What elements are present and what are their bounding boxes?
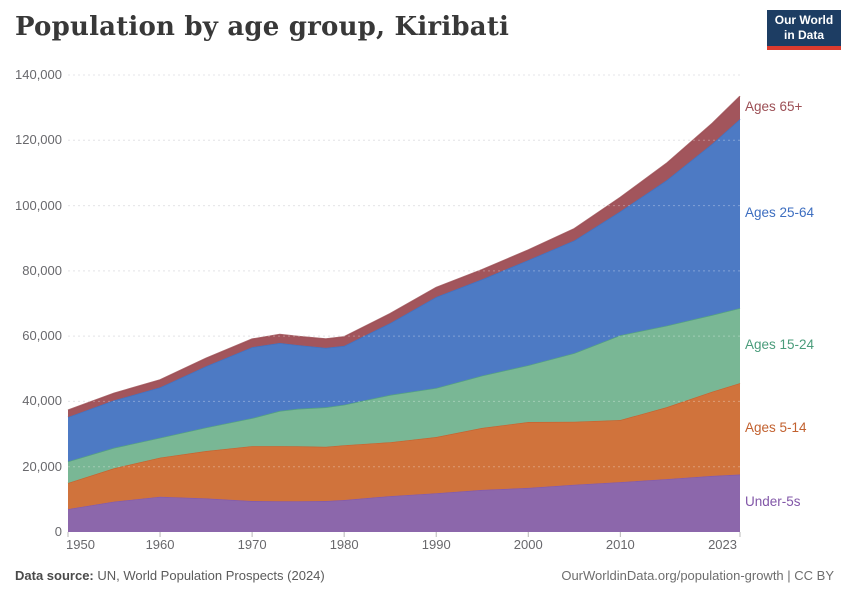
owid-logo-text: Our World in Data — [774, 13, 834, 42]
y-tick-label: 20,000 — [22, 458, 62, 474]
y-tick-label: 120,000 — [15, 132, 62, 148]
y-tick-label: 100,000 — [15, 197, 62, 213]
data-source-text: UN, World Population Prospects (2024) — [93, 568, 325, 583]
x-tick-label: 1980 — [329, 537, 359, 552]
x-tick-label: 1990 — [421, 537, 451, 552]
area-ages-5-14 — [68, 383, 740, 510]
x-tick-label: 1950 — [66, 537, 95, 552]
y-tick-label: 60,000 — [22, 328, 62, 344]
page-title: Population by age group, Kiribati — [15, 12, 510, 42]
owid-citation-link[interactable]: OurWorldinData.org/population-growth | C… — [561, 568, 834, 583]
legend-label-ages-15-24[interactable]: Ages 15-24 — [745, 336, 815, 352]
data-source-note: Data source: UN, World Population Prospe… — [15, 568, 325, 583]
x-tick-label: 2000 — [513, 537, 543, 552]
data-source-label: Data source: — [15, 568, 94, 583]
owid-logo[interactable]: Our World in Data — [767, 10, 841, 50]
y-tick-label: 0 — [54, 524, 62, 539]
y-tick-label: 40,000 — [22, 393, 62, 409]
x-tick-label: 2010 — [605, 537, 635, 552]
legend-label-ages-25-64[interactable]: Ages 25-64 — [745, 204, 815, 220]
y-tick-label: 80,000 — [22, 262, 62, 278]
x-tick-label: 1960 — [145, 537, 175, 552]
area-ages-15-24 — [68, 308, 740, 483]
area-under-5s — [68, 474, 740, 532]
legend-label-ages-5-14[interactable]: Ages 5-14 — [745, 419, 807, 435]
line-ages-65- — [67, 95, 741, 411]
x-tick-label: 1970 — [237, 537, 267, 552]
y-tick-label: 140,000 — [15, 67, 62, 82]
legend-label-under-5s[interactable]: Under-5s — [745, 494, 801, 510]
x-tick-label: 2023 — [708, 537, 737, 552]
legend-label-ages-65-[interactable]: Ages 65+ — [745, 98, 803, 114]
area-ages-25-64 — [68, 119, 740, 462]
